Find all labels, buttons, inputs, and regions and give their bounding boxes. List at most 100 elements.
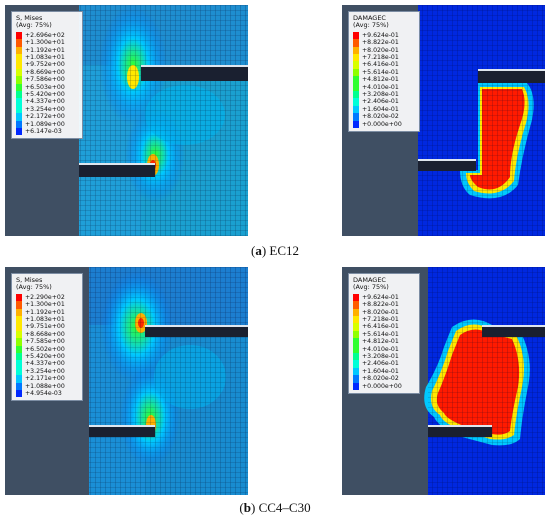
legend-value: +2.171e+00	[25, 375, 65, 383]
legend-row: +6.502e+00	[16, 345, 79, 353]
legend-swatch	[16, 315, 22, 324]
legend-value: +1.192e+01	[25, 308, 65, 316]
legend-title: DAMAGEC	[353, 276, 386, 284]
legend-value: +5.614e-01	[362, 68, 399, 76]
legend-value: +2.696e+02	[25, 31, 65, 39]
legend-value: +8.669e+00	[25, 68, 65, 76]
legend-swatch	[353, 68, 359, 77]
caption-a-text: EC12	[269, 243, 300, 258]
legend-row: +8.822e-01	[353, 39, 416, 47]
legend-subtitle: (Avg: 75%)	[353, 283, 389, 292]
cc4-mises-legend: S, Mises (Avg: 75%) +2.290e+02 +1.300e+01…	[11, 273, 83, 402]
legend-swatch	[353, 31, 359, 40]
legend-row: +1.192e+01	[16, 46, 79, 54]
legend-swatch	[16, 61, 22, 69]
legend-swatch	[353, 293, 359, 302]
legend-row: +2.406e-01	[353, 360, 416, 368]
legend-swatch	[16, 345, 22, 353]
legend-value: +1.083e+01	[25, 315, 65, 323]
cc4-damage-contour: DAMAGEC (Avg: 75%) +9.624e-01 +8.822e-01 +…	[342, 267, 545, 495]
legend-row: +3.254e+00	[16, 367, 79, 376]
legend-swatch	[353, 301, 359, 309]
bottom-slot	[418, 161, 476, 171]
legend-row: +1.604e-01	[353, 105, 416, 114]
legend-value: +6.503e+00	[25, 83, 65, 91]
legend-value: +8.668e+00	[25, 330, 65, 338]
legend-row: +6.147e-03	[16, 127, 79, 136]
legend-swatch	[16, 352, 22, 361]
legend-swatch	[16, 301, 22, 309]
legend-value: +8.020e-02	[362, 113, 399, 121]
legend-value: +6.147e-03	[25, 127, 62, 135]
legend-swatch	[353, 375, 359, 383]
legend-subtitle: (Avg: 75%)	[16, 21, 52, 30]
bottom-slot	[89, 427, 155, 437]
legend-value: +0.000e+00	[362, 382, 402, 390]
legend-swatch	[16, 105, 22, 114]
legend-title: S, Mises	[16, 14, 43, 22]
legend-swatch	[16, 375, 22, 383]
legend-swatch	[16, 83, 22, 91]
legend-swatch	[16, 98, 22, 106]
caption-b: (b) CC4–C30	[239, 500, 311, 515]
legend-row: +6.416e-01	[353, 323, 416, 331]
cc4-damage-plot	[424, 267, 545, 495]
legend-swatch	[16, 76, 22, 84]
legend-row: +9.751e+00	[16, 323, 79, 331]
legend-row: +2.290e+02	[16, 293, 79, 302]
legend-swatch	[353, 120, 359, 128]
cc4-mises-contour: S, Mises (Avg: 75%) +2.290e+02 +1.300e+01…	[5, 267, 248, 495]
legend-swatch	[353, 382, 359, 390]
legend-row: +4.812e-01	[353, 76, 416, 84]
legend-row: +4.954e-03	[16, 389, 79, 398]
legend-swatch	[353, 315, 359, 324]
legend-swatch	[353, 98, 359, 106]
legend-value: +0.000e+00	[362, 120, 402, 128]
legend-value: +4.337e+00	[25, 98, 65, 106]
caption-a-letter: a	[255, 243, 262, 258]
legend-row: +2.172e+00	[16, 113, 79, 121]
legend-swatch	[353, 76, 359, 84]
legend-row: +1.083e+01	[16, 315, 79, 324]
legend-row: +7.218e-01	[353, 53, 416, 62]
legend-row: +7.218e-01	[353, 315, 416, 324]
legend-row: +8.020e-01	[353, 46, 416, 54]
legend-row: +6.503e+00	[16, 83, 79, 91]
legend-row: +1.300e+01	[16, 39, 79, 47]
legend-row: +9.752e+00	[16, 61, 79, 69]
legend-row: +5.614e-01	[353, 68, 416, 77]
legend-row: +8.668e+00	[16, 330, 79, 339]
legend-swatch	[16, 367, 22, 376]
legend-value: +1.089e+00	[25, 120, 65, 128]
legend-swatch	[16, 68, 22, 77]
legend-value: +3.208e-01	[362, 352, 399, 360]
legend-value: +5.614e-01	[362, 330, 399, 338]
legend-swatch	[16, 46, 22, 54]
legend-swatch	[353, 83, 359, 91]
legend-row: +1.089e+00	[16, 120, 79, 128]
legend-swatch	[16, 382, 22, 390]
legend-value: +9.752e+00	[25, 61, 65, 69]
legend-value: +1.604e-01	[362, 367, 399, 375]
legend-swatch	[16, 308, 22, 316]
legend-row: +4.812e-01	[353, 338, 416, 346]
legend-title: S, Mises	[16, 276, 43, 284]
legend-row: +3.208e-01	[353, 90, 416, 99]
legend-value: +1.300e+01	[25, 39, 65, 47]
legend-swatch	[16, 31, 22, 40]
legend-value: +6.416e-01	[362, 61, 399, 69]
legend-value: +8.020e-01	[362, 46, 399, 54]
legend-swatch	[353, 367, 359, 376]
legend-swatch	[16, 39, 22, 47]
legend-row: +9.624e-01	[353, 293, 416, 302]
legend-value: +3.208e-01	[362, 90, 399, 98]
top-slot	[145, 327, 248, 337]
legend-value: +4.812e-01	[362, 338, 399, 346]
legend-value: +9.751e+00	[25, 323, 65, 331]
ec12-damage-plot	[418, 5, 545, 236]
legend-value: +1.192e+01	[25, 46, 65, 54]
legend-subtitle: (Avg: 75%)	[16, 283, 52, 292]
legend-row: +7.586e+00	[16, 76, 79, 84]
legend-value: +8.020e-02	[362, 375, 399, 383]
legend-value: +6.416e-01	[362, 323, 399, 331]
